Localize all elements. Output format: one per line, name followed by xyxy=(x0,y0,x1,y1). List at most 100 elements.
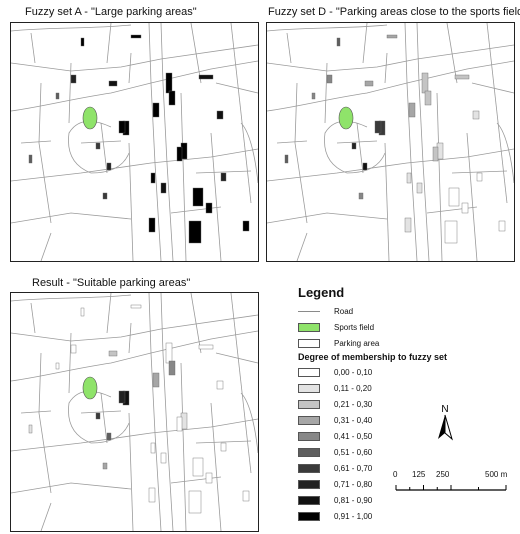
road-line xyxy=(446,23,458,84)
parking-area xyxy=(160,182,167,194)
road-line xyxy=(170,476,222,484)
membership-class-label: 0,31 - 0,40 xyxy=(334,415,373,425)
parking-area xyxy=(80,37,85,47)
membership-class-swatch xyxy=(298,463,320,473)
north-arrow-icon: N xyxy=(438,404,453,441)
membership-class-swatch xyxy=(298,431,320,441)
legend-class-row: 0,81 - 0,90 xyxy=(298,494,372,506)
road-line xyxy=(100,122,108,174)
road-line xyxy=(160,293,174,531)
legend-label-parking-area: Parking area xyxy=(334,338,380,348)
map-canvas-result xyxy=(11,293,258,531)
membership-class-swatch xyxy=(298,447,320,457)
road-line xyxy=(11,24,132,32)
road-line xyxy=(20,140,52,144)
parking-area xyxy=(374,120,382,134)
parking-area xyxy=(130,34,142,39)
road-line xyxy=(210,132,222,261)
parking-area xyxy=(106,162,112,171)
parking-area xyxy=(336,37,341,47)
road-line xyxy=(324,62,328,124)
road-line xyxy=(38,82,52,224)
map-result[interactable] xyxy=(10,292,259,532)
parking-area xyxy=(106,432,112,441)
parking-area xyxy=(192,187,204,207)
legend-label-road: Road xyxy=(334,306,354,316)
parking-area xyxy=(406,172,412,184)
parking-area xyxy=(448,187,460,207)
map-canvas-d xyxy=(267,23,514,261)
legend-class-row: 0,41 - 0,50 xyxy=(298,430,372,442)
membership-class-swatch xyxy=(298,511,320,521)
parking-area xyxy=(130,304,142,309)
road-line xyxy=(356,122,364,174)
road-line xyxy=(11,148,258,182)
parking-area xyxy=(362,162,368,171)
road-line xyxy=(80,410,122,414)
road-line xyxy=(296,232,308,261)
parking-area xyxy=(152,102,160,118)
parking-area xyxy=(404,217,412,233)
map-fuzzy-set-d[interactable] xyxy=(266,22,515,262)
parking-area xyxy=(192,457,204,477)
legend-class-row: 0,00 - 0,10 xyxy=(298,366,372,378)
parking-area xyxy=(198,344,214,350)
parking-area xyxy=(118,120,126,134)
parking-area xyxy=(220,172,227,182)
parking-area xyxy=(188,490,202,514)
legend-class-row: 0,51 - 0,60 xyxy=(298,446,372,458)
parking-area xyxy=(351,142,357,150)
parking-area xyxy=(28,424,33,434)
membership-class-label: 0,71 - 0,80 xyxy=(334,479,373,489)
membership-class-swatch xyxy=(298,479,320,489)
road-line xyxy=(267,44,514,72)
road-line xyxy=(267,148,514,182)
legend-class-row: 0,91 - 1,00 xyxy=(298,510,372,522)
road-line xyxy=(190,23,202,84)
road-line xyxy=(336,140,378,144)
road-line xyxy=(80,140,122,144)
road-line xyxy=(128,52,132,84)
legend-class-row: 0,21 - 0,30 xyxy=(298,398,372,410)
parking-area xyxy=(168,90,176,106)
membership-class-label: 0,91 - 1,00 xyxy=(334,511,373,521)
road-line xyxy=(20,410,52,414)
legend-item-sports-field: Sports field xyxy=(298,321,374,333)
map-fuzzy-set-a[interactable] xyxy=(10,22,259,262)
north-arrow: N xyxy=(432,403,458,441)
parking-area xyxy=(444,220,458,244)
map-canvas-a xyxy=(11,23,258,261)
road-line xyxy=(436,92,443,261)
membership-class-label: 0,21 - 0,30 xyxy=(334,399,373,409)
parking-area xyxy=(148,487,156,503)
road-line xyxy=(170,206,222,214)
road-line xyxy=(11,60,258,112)
parking-area xyxy=(176,146,183,162)
legend-item-parking-area: Parking area xyxy=(298,337,379,349)
parking-area xyxy=(424,90,432,106)
road-line xyxy=(362,23,368,64)
road-line xyxy=(11,482,132,494)
scale-label-125: 125 xyxy=(412,470,426,479)
legend-class-row: 0,11 - 0,20 xyxy=(298,382,372,394)
north-label: N xyxy=(441,404,448,415)
membership-class-swatch xyxy=(298,367,320,377)
road-line xyxy=(215,352,258,364)
road-line xyxy=(215,82,258,94)
parking-area xyxy=(472,110,480,120)
parking-area xyxy=(148,217,156,233)
road-line xyxy=(100,392,108,444)
road-line xyxy=(404,23,418,261)
parking-area xyxy=(461,202,469,214)
parking-area xyxy=(95,412,101,420)
parking-area xyxy=(188,220,202,244)
road-line xyxy=(471,82,514,94)
road-line xyxy=(11,418,258,452)
parking-area xyxy=(358,192,364,200)
parking-area xyxy=(242,220,250,232)
parking-area xyxy=(165,72,173,94)
membership-class-label: 0,51 - 0,60 xyxy=(334,447,373,457)
parking-area xyxy=(216,110,224,120)
parking-area xyxy=(176,416,183,432)
parking-area xyxy=(421,72,429,94)
